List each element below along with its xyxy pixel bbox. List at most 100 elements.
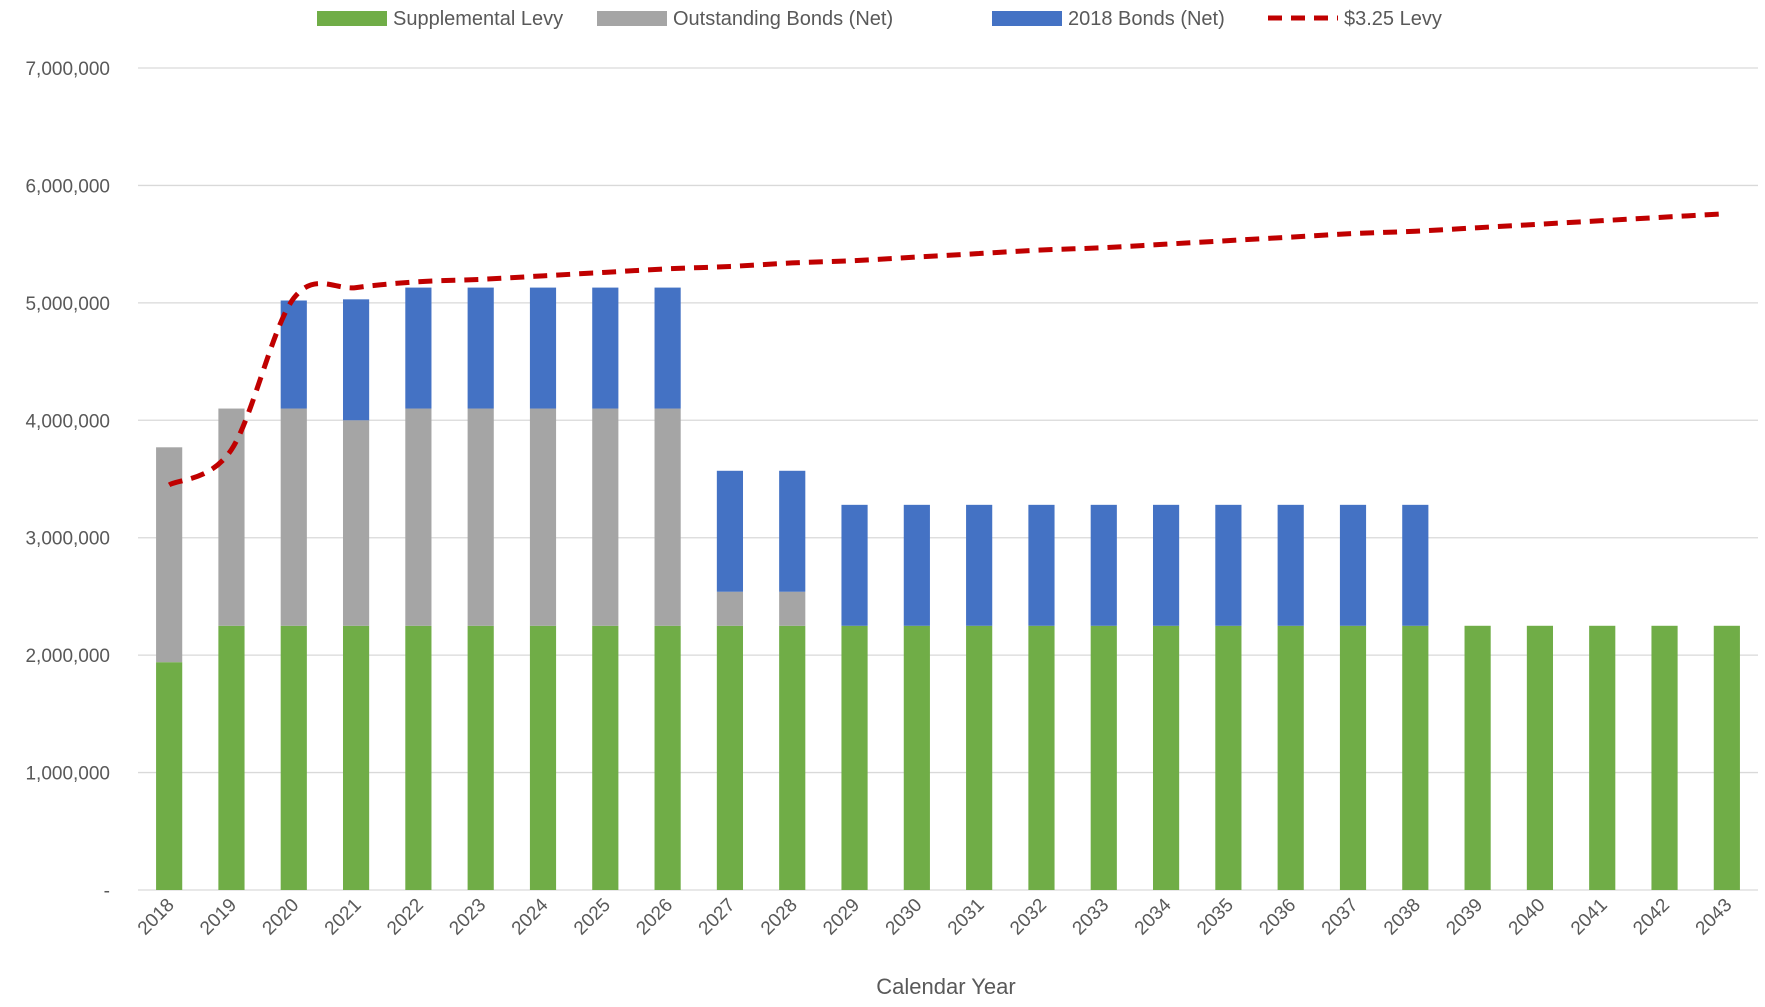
bar-supplemental-levy-2040 (1526, 625, 1554, 890)
bar-supplemental-levy-2038 (1402, 625, 1429, 890)
x-tick-label: 2025 (570, 895, 615, 940)
x-tick-label: 2031 (944, 895, 989, 940)
bar-2018-bonds-net-2037 (1339, 504, 1367, 626)
x-tick-label: 2035 (1193, 895, 1238, 940)
bar-supplemental-levy-2027 (716, 625, 744, 890)
bar-outstanding-bonds-net-2025 (592, 408, 619, 626)
bar-supplemental-levy-2035 (1215, 625, 1242, 890)
x-tick-label: 2032 (1006, 895, 1051, 940)
bar-2018-bonds-net-2023 (467, 287, 494, 409)
x-tick-label: 2027 (695, 895, 740, 940)
bar-2018-bonds-net-2021 (342, 299, 370, 421)
legend-label: Supplemental Levy (393, 8, 563, 30)
x-tick-label: 2038 (1380, 895, 1425, 940)
bar-2018-bonds-net-2033 (1090, 504, 1117, 626)
y-tick-label: 2,000,000 (25, 646, 110, 667)
legend-item: 2018 Bonds (Net) (992, 8, 1225, 30)
x-tick-label: 2030 (882, 895, 927, 940)
y-tick-label: 5,000,000 (25, 294, 110, 315)
legend-item: Supplemental Levy (317, 8, 563, 30)
bar-supplemental-levy-2026 (654, 625, 681, 890)
y-tick-label: 3,000,000 (25, 529, 110, 550)
bar-supplemental-levy-2019 (218, 625, 245, 890)
x-axis-title: Calendar Year (876, 974, 1015, 999)
y-axis-ticks: - 1,000,000 2,000,000 3,000,000 4,000,000 5,0… (25, 59, 110, 902)
y-tick-label: 4,000,000 (25, 411, 110, 432)
x-tick-label: 2018 (134, 895, 179, 940)
bar-supplemental-levy-2033 (1090, 625, 1117, 890)
bar-outstanding-bonds-net-2020 (280, 408, 307, 626)
legend: Supplemental Levy Outstanding Bonds (Net)… (317, 8, 1442, 30)
bar-supplemental-levy-2043 (1713, 625, 1740, 890)
bar-supplemental-levy-2023 (467, 625, 494, 890)
bar-outstanding-bonds-net-2022 (405, 408, 432, 626)
bar-supplemental-levy-2030 (903, 625, 930, 890)
x-tick-label: 2024 (508, 894, 553, 939)
bar-supplemental-levy-2025 (592, 625, 619, 890)
bar-supplemental-levy-2018 (156, 662, 183, 890)
bar-2018-bonds-net-2026 (654, 287, 681, 409)
x-tick-label: 2022 (383, 895, 428, 940)
bar-outstanding-bonds-net-2019 (218, 408, 245, 626)
x-tick-label: 2040 (1505, 895, 1550, 940)
bar-supplemental-levy-2021 (342, 625, 370, 890)
x-tick-label: 2041 (1567, 895, 1612, 940)
y-tick-label: 1,000,000 (25, 764, 110, 785)
bar-2018-bonds-net-2035 (1215, 504, 1242, 626)
bar-supplemental-levy-2020 (280, 625, 307, 890)
bar-2018-bonds-net-2024 (529, 287, 557, 409)
bar-outstanding-bonds-net-2028 (779, 591, 806, 626)
legend-swatch (597, 11, 667, 26)
bar-outstanding-bonds-net-2021 (342, 420, 370, 626)
x-tick-label: 2026 (632, 895, 677, 940)
bar-supplemental-levy-2022 (405, 625, 432, 890)
bars (156, 287, 1740, 890)
bar-supplemental-levy-2031 (966, 625, 993, 890)
bar-supplemental-levy-2036 (1277, 625, 1304, 890)
gridlines (138, 67, 1758, 891)
bar-outstanding-bonds-net-2024 (529, 408, 557, 626)
legend-label: Outstanding Bonds (Net) (673, 8, 893, 30)
bar-supplemental-levy-2042 (1651, 625, 1678, 890)
bar-supplemental-levy-2024 (529, 625, 557, 890)
bar-supplemental-levy-2037 (1339, 625, 1367, 890)
legend-label: $3.25 Levy (1344, 8, 1442, 30)
levy-line (167, 211, 1727, 488)
bar-2018-bonds-net-2030 (903, 504, 930, 626)
x-tick-label: 2028 (757, 895, 802, 940)
bar-2018-bonds-net-2028 (779, 470, 806, 592)
x-tick-label: 2023 (445, 895, 490, 940)
bar-2018-bonds-net-2034 (1152, 504, 1180, 626)
x-tick-label: 2043 (1692, 895, 1737, 940)
legend-swatch (992, 11, 1062, 26)
bar-2018-bonds-net-2022 (405, 287, 432, 409)
y-tick-label: 7,000,000 (25, 59, 110, 80)
legend-swatch (317, 11, 387, 26)
bar-outstanding-bonds-net-2023 (467, 408, 494, 626)
bar-2018-bonds-net-2036 (1277, 504, 1304, 626)
y-tick-label: 6,000,000 (25, 176, 110, 197)
bar-2018-bonds-net-2038 (1402, 504, 1429, 626)
bar-2018-bonds-net-2032 (1028, 504, 1055, 626)
bar-supplemental-levy-2032 (1028, 625, 1055, 890)
x-tick-label: 2033 (1069, 895, 1114, 940)
bar-2018-bonds-net-2029 (841, 504, 868, 626)
legend-item: Outstanding Bonds (Net) (597, 8, 893, 30)
x-tick-label: 2042 (1629, 895, 1674, 940)
x-tick-label: 2039 (1442, 895, 1487, 940)
x-tick-label: 2029 (819, 895, 864, 940)
bar-supplemental-levy-2028 (779, 625, 806, 890)
bar-outstanding-bonds-net-2027 (716, 591, 744, 626)
y-tick-label: - (104, 881, 110, 902)
x-tick-label: 2019 (196, 895, 241, 940)
x-tick-label: 2021 (321, 895, 366, 940)
x-axis-ticks: 2018 2019 2020 2021 2022 2023 2024 2025 2026 2027… (134, 894, 1736, 939)
bar-2018-bonds-net-2025 (592, 287, 619, 409)
x-tick-label: 2020 (259, 895, 304, 940)
levy-line-layer (167, 211, 1727, 488)
bar-supplemental-levy-2039 (1464, 625, 1491, 890)
x-tick-label: 2036 (1255, 895, 1300, 940)
bar-supplemental-levy-2041 (1589, 625, 1616, 890)
